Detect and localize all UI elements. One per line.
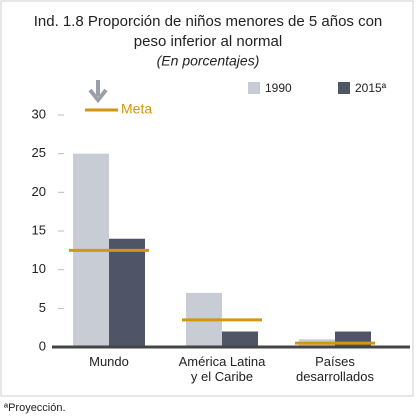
x-tick-label: Mundo (89, 354, 129, 369)
chart-title: Ind. 1.8 Proporción de niños menores de … (34, 13, 383, 30)
y-tick-label: 0 (39, 338, 46, 353)
y-tick-label: 15 (32, 222, 46, 237)
legend-swatch (338, 82, 350, 94)
y-tick-label: 30 (32, 106, 46, 121)
chart-title: peso inferior al normal (134, 33, 282, 50)
chart-subtitle: (En porcentajes) (157, 53, 260, 69)
y-tick-label: 5 (39, 300, 46, 315)
target-arrow (88, 80, 108, 104)
y-tick-label: 20 (32, 184, 46, 199)
bar (109, 238, 145, 347)
x-tick-label: América Latina y el Caribe (178, 354, 266, 384)
legend-swatch (248, 82, 260, 94)
y-tick-label: 25 (32, 145, 46, 160)
legend-label: Meta (121, 101, 152, 117)
bar (335, 331, 371, 347)
bar (222, 331, 258, 347)
y-tick-label: 10 (32, 261, 46, 276)
x-tick-label: Países desarrollados (295, 354, 375, 384)
legend-label: 1990 (265, 81, 292, 95)
legend-label: 2015ª (355, 81, 387, 95)
footnote: ªProyección. (4, 402, 66, 414)
